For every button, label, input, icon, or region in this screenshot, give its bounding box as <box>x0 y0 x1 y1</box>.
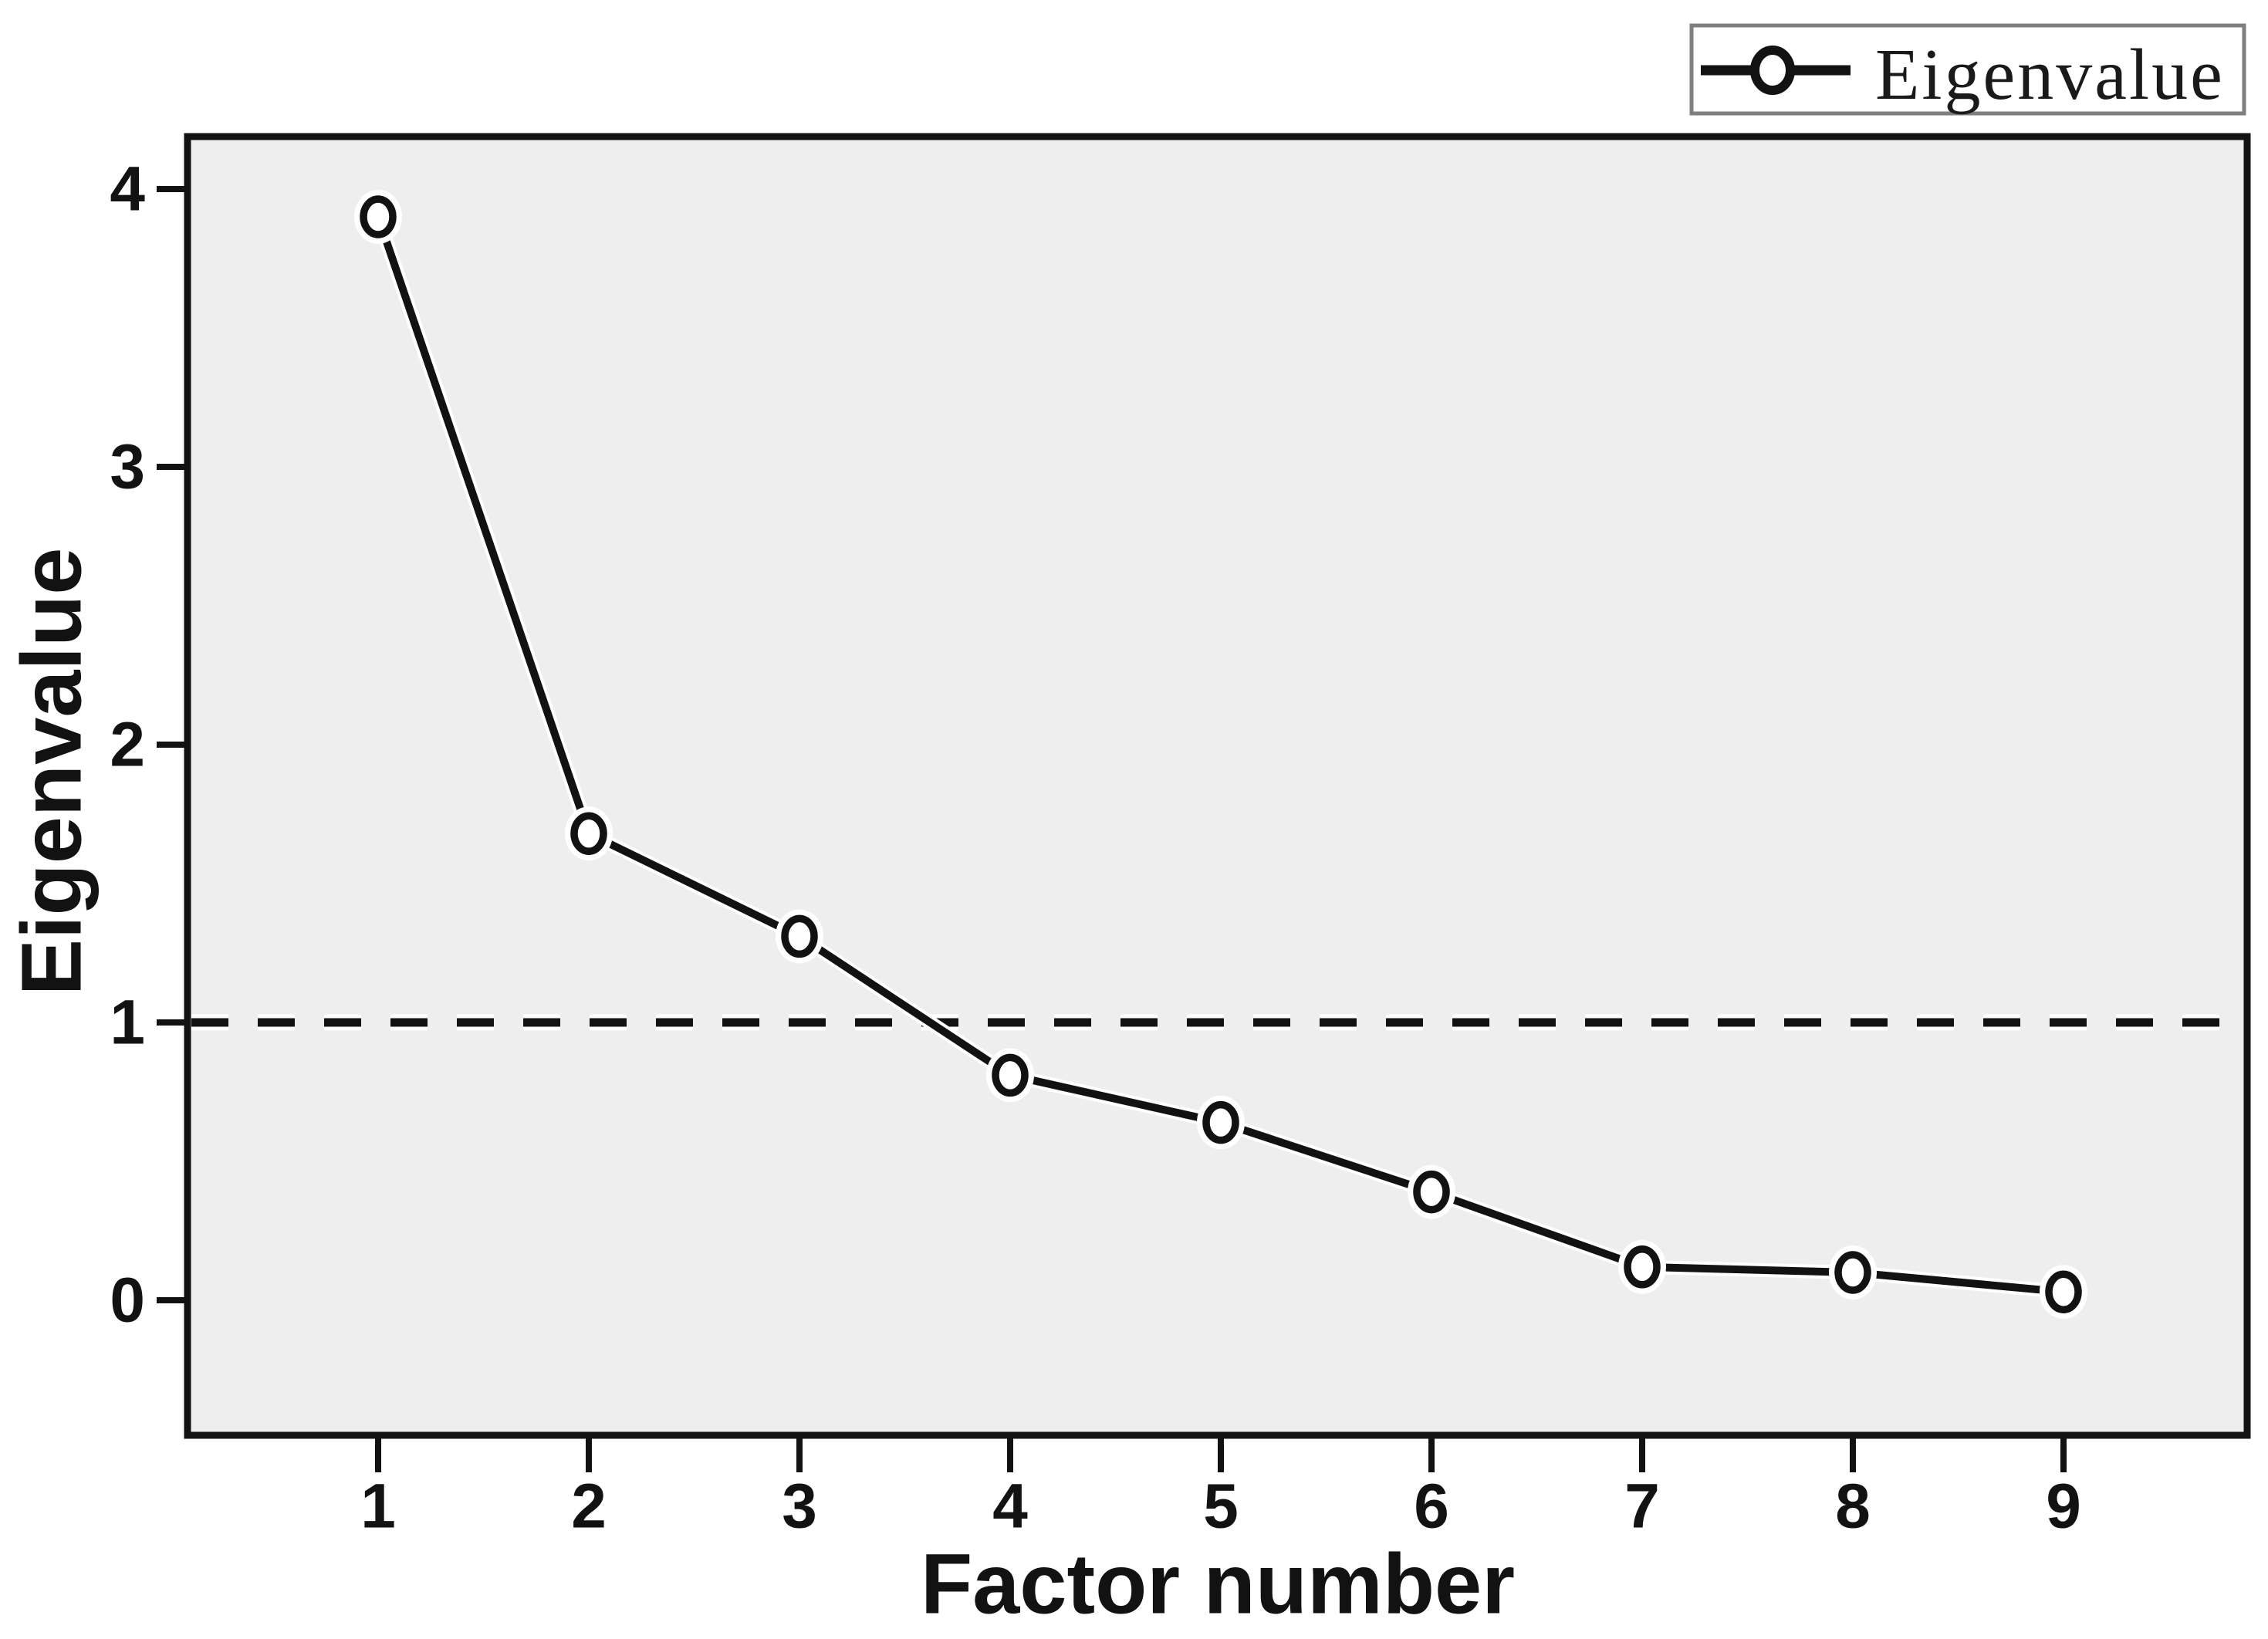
x-tick-label: 3 <box>782 1472 817 1542</box>
y-tick-label: 3 <box>110 432 145 502</box>
x-tick-label: 5 <box>1203 1472 1239 1542</box>
data-point-marker <box>1624 1245 1661 1289</box>
y-tick-label: 0 <box>110 1266 145 1336</box>
plot-area <box>188 137 2247 1435</box>
y-axis-ticks: 4 3 2 1 0 <box>110 154 185 1336</box>
plot-frame <box>184 133 2251 1439</box>
x-tick-label: 6 <box>1414 1472 1449 1542</box>
legend-marker-circle-icon <box>1750 46 1795 95</box>
x-axis-ticks: 1 2 3 4 5 6 7 8 9 <box>360 1438 2081 1542</box>
x-axis-title: Factor number <box>921 1537 1515 1632</box>
x-tick-label: 2 <box>571 1472 607 1542</box>
data-point-marker <box>2045 1270 2082 1313</box>
x-tick-label: 8 <box>1835 1472 1871 1542</box>
data-point-marker <box>992 1053 1029 1097</box>
data-point-marker <box>570 812 607 855</box>
y-tick-label: 1 <box>110 988 145 1058</box>
data-point-marker <box>781 914 818 958</box>
data-point-marker <box>1413 1170 1450 1214</box>
data-marker-layer <box>354 190 2087 1320</box>
data-point-marker <box>1202 1100 1239 1144</box>
x-tick-label: 1 <box>360 1472 396 1542</box>
data-point-marker <box>360 195 397 238</box>
y-tick-label: 4 <box>110 154 145 225</box>
y-axis-title: Eigenvalue <box>5 548 100 996</box>
legend-label: Eigenvalue <box>1875 35 2225 115</box>
x-tick-label: 4 <box>992 1472 1028 1542</box>
y-tick-label: 2 <box>110 710 145 780</box>
x-tick-label: 7 <box>1624 1472 1660 1542</box>
legend: Eigenvalue <box>1689 23 2246 116</box>
data-point-marker <box>1834 1251 1871 1294</box>
x-tick-label: 9 <box>2046 1472 2081 1542</box>
